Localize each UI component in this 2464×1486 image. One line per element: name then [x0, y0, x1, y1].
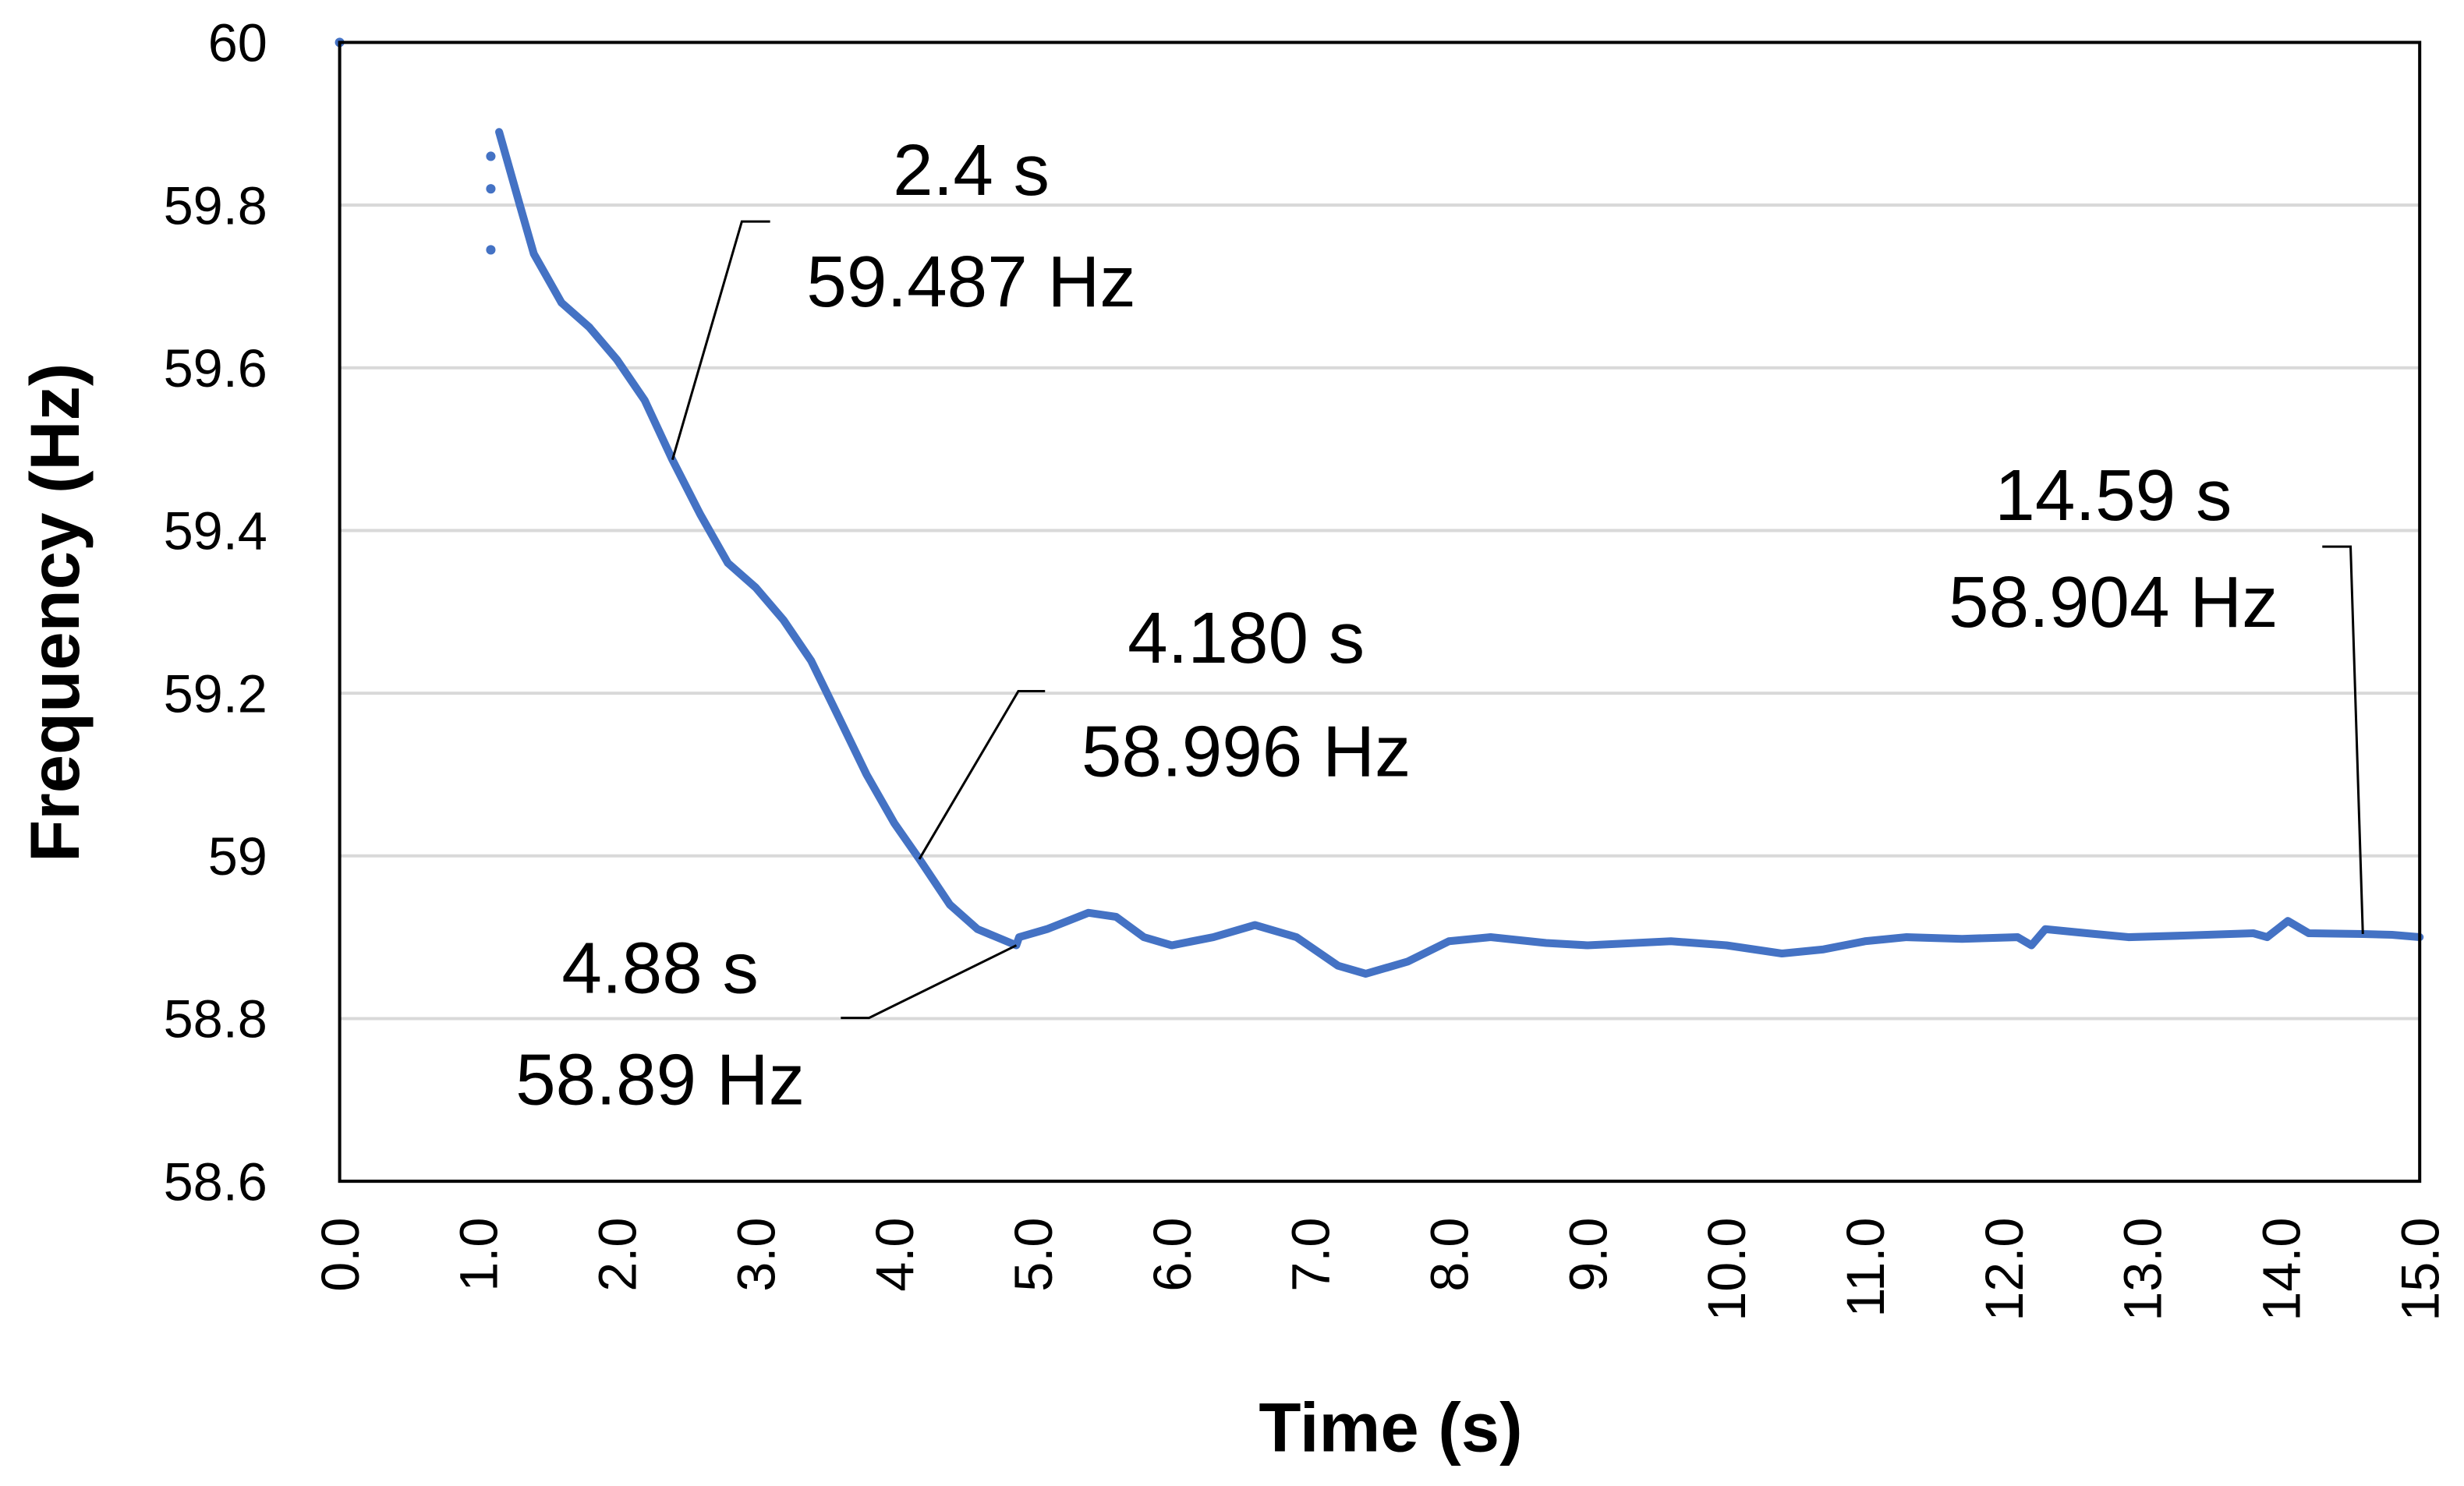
annotations: 2.4 s 59.487 Hz 4.180 s 58.996 Hz 4.88 s 58.8…	[515, 129, 2364, 1120]
annotation-time: 4.88 s	[561, 927, 758, 1008]
data-point	[486, 151, 496, 161]
y-tick-label: 59.8	[164, 175, 267, 235]
grid-lines	[339, 203, 2420, 1021]
annotation-time: 14.59 s	[1995, 455, 2232, 536]
x-tick-label: 13.0	[2113, 1217, 2173, 1321]
y-tick-label: 59	[208, 826, 267, 886]
frequency-line	[495, 128, 2424, 978]
annotation-time: 2.4 s	[893, 129, 1050, 211]
annotation-frequency: 58.904 Hz	[1949, 561, 2278, 642]
y-tick-label: 59.2	[164, 663, 267, 724]
annotation-leader-line	[918, 690, 1046, 860]
x-axis-title: Time (s)	[1259, 1389, 1522, 1467]
y-tick-label: 60	[208, 13, 267, 73]
annotation-frequency: 58.89 Hz	[515, 1038, 805, 1120]
x-tick-label: 4.0	[865, 1217, 925, 1291]
x-tick-label: 9.0	[1558, 1217, 1618, 1291]
y-tick-label: 59.4	[164, 501, 267, 561]
x-tick-label: 8.0	[1419, 1217, 1479, 1291]
x-tick-label: 7.0	[1281, 1217, 1341, 1291]
y-tick-label: 59.6	[164, 338, 267, 398]
x-tick-label: 6.0	[1142, 1217, 1202, 1291]
data-point	[486, 184, 496, 194]
data-point	[486, 245, 496, 255]
annotation-frequency: 59.487 Hz	[806, 241, 1135, 322]
x-tick-label: 1.0	[449, 1217, 509, 1291]
y-axis-title: Frequency (Hz)	[16, 363, 94, 862]
x-tick-label: 10.0	[1697, 1217, 1757, 1321]
x-tick-label: 5.0	[1004, 1217, 1064, 1291]
series-layer	[335, 37, 2424, 978]
annotation-leader-line	[671, 220, 770, 461]
x-tick-label: 12.0	[1974, 1217, 2034, 1321]
x-tick-label: 14.0	[2252, 1217, 2312, 1321]
annotation-leader-line	[2322, 545, 2364, 934]
x-tick-label: 11.0	[1836, 1217, 1896, 1317]
x-tick-label: 2.0	[587, 1217, 647, 1291]
x-tick-label: 0.0	[310, 1217, 370, 1291]
plot-frame	[338, 41, 2422, 1183]
x-tick-label: 3.0	[726, 1217, 786, 1291]
annotation-frequency: 58.996 Hz	[1082, 710, 1411, 791]
annotation-time: 4.180 s	[1128, 597, 1365, 678]
y-tick-labels: 58.6 58.8 59 59.2 59.4 59.6 59.8 60	[164, 13, 267, 1212]
y-tick-label: 58.6	[164, 1152, 267, 1212]
y-tick-label: 58.8	[164, 989, 267, 1049]
annotation-leader-line	[841, 944, 1018, 1020]
x-tick-labels: 0.0 1.0 2.0 3.0 4.0 5.0 6.0 7.0 8.0 9.0 10.0 11.0 12…	[310, 1217, 2451, 1321]
x-tick-label: 15.0	[2390, 1217, 2450, 1321]
